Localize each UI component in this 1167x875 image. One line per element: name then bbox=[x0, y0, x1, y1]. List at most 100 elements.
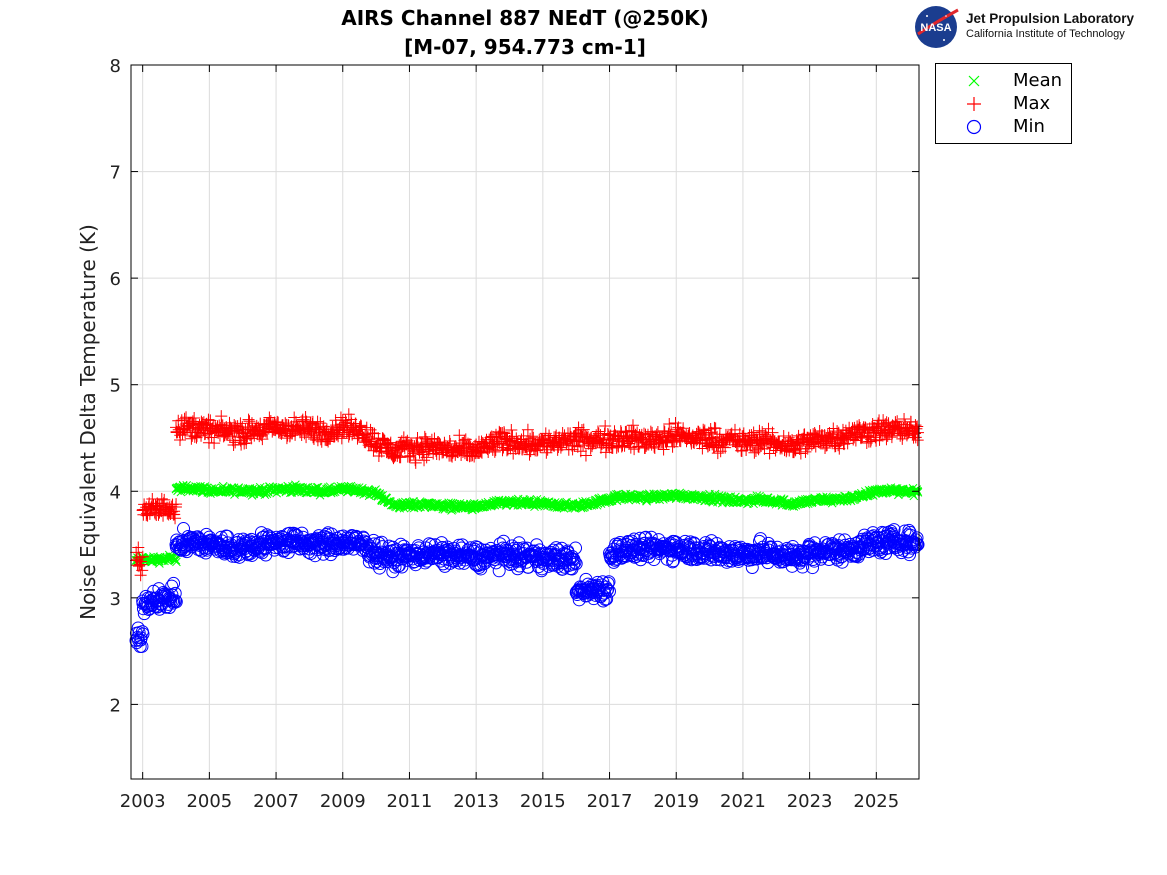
y-axis-label: Noise Equivalent Delta Temperature (K) bbox=[76, 224, 100, 620]
series-max bbox=[130, 408, 924, 582]
x-tick-label: 2005 bbox=[186, 791, 232, 812]
max-marker bbox=[668, 436, 681, 449]
x-tick-label: 2025 bbox=[853, 791, 899, 812]
max-marker bbox=[420, 451, 433, 464]
y-tick-label: 4 bbox=[110, 482, 121, 503]
max-marker bbox=[624, 441, 637, 454]
mean-marker bbox=[571, 499, 581, 509]
max-marker bbox=[677, 422, 690, 435]
max-marker bbox=[366, 427, 379, 440]
max-marker bbox=[336, 414, 349, 427]
max-marker bbox=[880, 433, 893, 446]
y-tick-label: 3 bbox=[110, 589, 121, 610]
legend-label: Min bbox=[1013, 116, 1045, 137]
max-marker bbox=[697, 423, 710, 436]
max-marker bbox=[838, 432, 851, 445]
max-marker bbox=[910, 422, 923, 435]
logo-emblem-text: NASA bbox=[920, 22, 951, 34]
min-marker bbox=[168, 594, 182, 608]
legend-label: Max bbox=[1013, 93, 1051, 114]
mean-marker bbox=[522, 496, 532, 506]
series-mean bbox=[131, 480, 923, 568]
max-marker bbox=[737, 427, 750, 440]
max-marker bbox=[269, 418, 282, 431]
mean-marker bbox=[751, 496, 760, 506]
max-marker bbox=[579, 449, 592, 462]
max-marker bbox=[188, 412, 201, 425]
mean-marker bbox=[525, 495, 535, 504]
max-marker bbox=[711, 447, 724, 460]
max-marker bbox=[279, 417, 292, 430]
max-marker bbox=[784, 435, 797, 448]
min-marker bbox=[145, 598, 159, 612]
legend-item-min: Min bbox=[936, 116, 1071, 139]
legend-item-mean: Mean bbox=[936, 70, 1071, 93]
max-marker bbox=[136, 550, 149, 563]
max-marker bbox=[136, 564, 149, 577]
max-marker bbox=[909, 431, 922, 444]
min-marker bbox=[169, 595, 183, 609]
mean-marker bbox=[911, 487, 921, 497]
circle-marker-icon bbox=[966, 119, 982, 135]
mean-marker bbox=[359, 487, 368, 497]
x-tick-label: 2017 bbox=[587, 791, 633, 812]
max-marker bbox=[432, 436, 445, 449]
nasa-meatball-icon: NASA bbox=[915, 6, 959, 48]
max-marker bbox=[169, 512, 182, 525]
max-marker bbox=[363, 433, 376, 446]
max-marker bbox=[663, 417, 676, 430]
max-marker bbox=[505, 423, 518, 436]
max-marker bbox=[342, 408, 355, 421]
max-marker bbox=[500, 433, 513, 446]
min-marker bbox=[177, 522, 191, 536]
max-marker bbox=[282, 419, 295, 432]
max-marker bbox=[443, 435, 456, 448]
max-marker bbox=[235, 438, 248, 451]
x-tick-label: 2021 bbox=[720, 791, 766, 812]
mean-marker bbox=[171, 555, 181, 565]
max-marker bbox=[138, 498, 151, 511]
max-marker bbox=[433, 437, 446, 450]
y-tick-label: 5 bbox=[110, 376, 121, 397]
max-marker bbox=[568, 439, 581, 452]
x-tick-labels: 2003 2005 2007 2009 2011 2013 2015 2017 2019 2021… bbox=[120, 791, 899, 812]
max-marker bbox=[339, 414, 352, 427]
max-marker bbox=[180, 411, 193, 424]
max-marker bbox=[130, 546, 143, 559]
max-marker bbox=[657, 443, 670, 456]
max-marker bbox=[539, 427, 552, 440]
max-marker bbox=[314, 417, 327, 430]
max-marker bbox=[488, 445, 501, 458]
max-marker bbox=[749, 444, 762, 457]
max-marker bbox=[584, 442, 597, 455]
y-tick-label: 7 bbox=[110, 163, 121, 184]
max-marker bbox=[132, 541, 145, 554]
plot-area bbox=[131, 65, 919, 779]
max-marker bbox=[223, 416, 236, 429]
max-marker bbox=[627, 425, 640, 438]
max-marker bbox=[898, 412, 911, 425]
min-marker bbox=[167, 576, 181, 590]
max-marker bbox=[376, 432, 389, 445]
x-tick-label: 2003 bbox=[120, 791, 166, 812]
jpl-logo: NASA Jet Propulsion Laboratory Californi… bbox=[912, 4, 1162, 50]
max-marker bbox=[225, 422, 238, 435]
max-marker bbox=[245, 432, 258, 445]
max-marker bbox=[170, 498, 183, 511]
max-marker bbox=[455, 444, 468, 457]
max-marker bbox=[808, 426, 821, 439]
max-marker bbox=[527, 431, 540, 444]
x-tick-label: 2009 bbox=[320, 791, 366, 812]
title-line-2: [M-07, 954.773 cm-1] bbox=[404, 35, 646, 59]
max-marker bbox=[299, 411, 312, 424]
max-marker bbox=[340, 416, 353, 429]
series-min bbox=[129, 522, 925, 653]
chart-title: AIRS Channel 887 NEdT (@250K) [M-07, 954… bbox=[200, 4, 850, 62]
max-marker bbox=[713, 428, 726, 441]
max-marker bbox=[243, 415, 256, 428]
x-tick-label: 2015 bbox=[520, 791, 566, 812]
max-marker bbox=[425, 433, 438, 446]
max-marker bbox=[202, 413, 215, 426]
max-marker bbox=[716, 441, 729, 454]
max-marker bbox=[632, 440, 645, 453]
